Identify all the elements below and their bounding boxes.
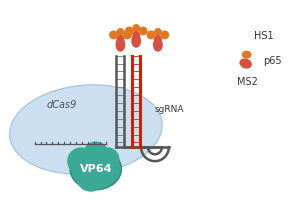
Text: p65: p65 — [263, 56, 282, 66]
Ellipse shape — [132, 31, 140, 41]
Ellipse shape — [153, 38, 163, 52]
Ellipse shape — [154, 35, 162, 45]
Ellipse shape — [146, 30, 155, 39]
Ellipse shape — [116, 38, 125, 52]
Ellipse shape — [123, 30, 132, 39]
Text: dCas9: dCas9 — [46, 100, 76, 110]
Ellipse shape — [139, 27, 148, 35]
Circle shape — [67, 147, 95, 175]
Ellipse shape — [116, 28, 124, 36]
Text: HS1: HS1 — [254, 31, 273, 41]
Text: VP64: VP64 — [80, 164, 112, 174]
Text: MS2: MS2 — [237, 77, 258, 87]
Ellipse shape — [131, 34, 141, 48]
Ellipse shape — [109, 30, 118, 39]
Ellipse shape — [239, 58, 252, 69]
Circle shape — [96, 147, 119, 171]
Ellipse shape — [132, 24, 140, 32]
Ellipse shape — [10, 85, 162, 174]
Ellipse shape — [116, 35, 124, 45]
Ellipse shape — [154, 28, 162, 36]
Circle shape — [83, 141, 109, 167]
Ellipse shape — [125, 27, 134, 35]
Ellipse shape — [242, 51, 252, 59]
Circle shape — [76, 162, 106, 192]
Text: sgRNA: sgRNA — [155, 105, 184, 114]
Ellipse shape — [160, 30, 169, 39]
Ellipse shape — [70, 148, 122, 190]
